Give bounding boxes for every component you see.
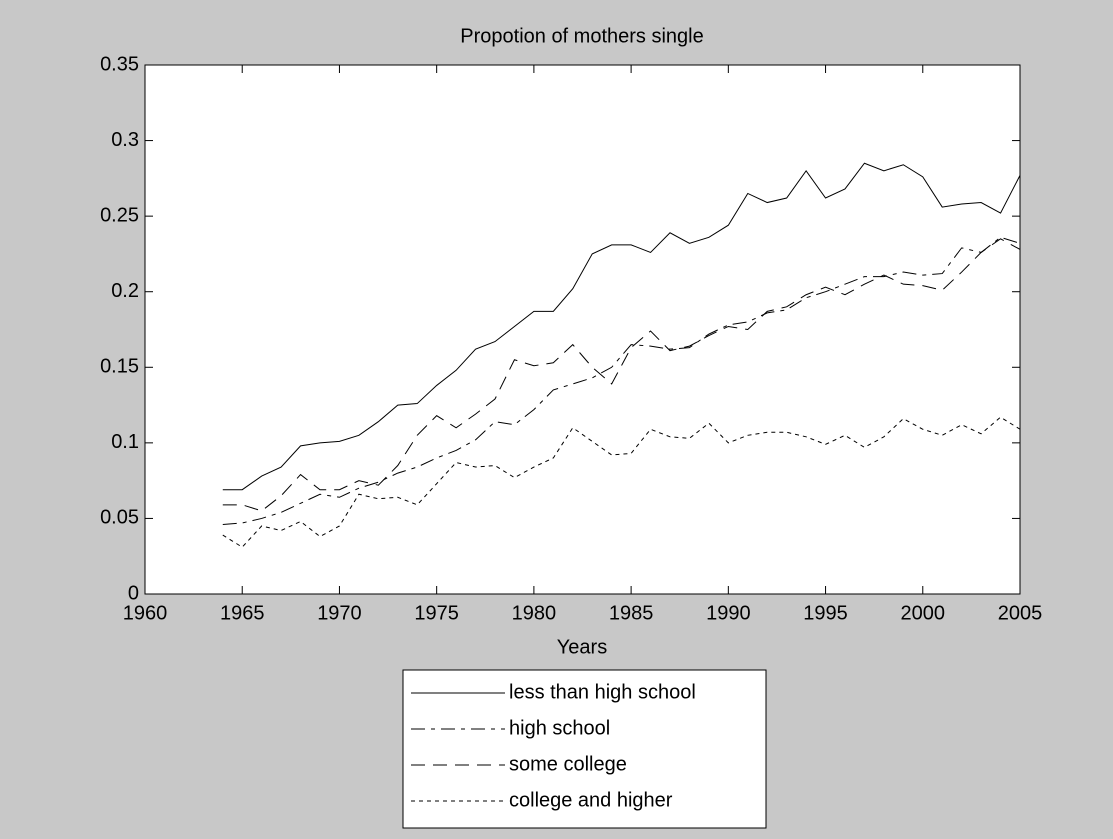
- data-line: [222, 416, 1021, 548]
- y-tick-label: 0: [128, 582, 139, 604]
- legend-label: college and higher: [509, 789, 673, 811]
- x-axis-label: Years: [557, 636, 607, 658]
- x-tick-label: 1965: [220, 602, 265, 624]
- legend-label: high school: [509, 717, 610, 739]
- axes-box: [144, 64, 1021, 595]
- x-tick-label: 1985: [609, 602, 654, 624]
- y-tick-label: 0.05: [100, 507, 139, 529]
- data-line: [222, 238, 1021, 512]
- x-tick-label: 2005: [998, 602, 1043, 624]
- data-line: [222, 236, 1021, 525]
- chart-title: Propotion of mothers single: [460, 25, 703, 47]
- x-tick-label: 1995: [803, 602, 848, 624]
- data-line: [222, 162, 1021, 491]
- legend-label: less than high school: [509, 681, 696, 703]
- x-tick-label: 1980: [512, 602, 557, 624]
- x-tick-label: 1975: [414, 602, 459, 624]
- x-tick-label: 2000: [901, 602, 946, 624]
- x-tick-label: 1970: [317, 602, 362, 624]
- legend-box: [402, 669, 767, 829]
- y-tick-label: 0.1: [111, 431, 139, 453]
- y-tick-label: 0.35: [100, 53, 139, 75]
- legend-label: some college: [509, 753, 627, 775]
- y-tick-label: 0.15: [100, 356, 139, 378]
- x-tick-label: 1960: [123, 602, 168, 624]
- plot-area: [145, 65, 1020, 594]
- y-tick-label: 0.3: [111, 129, 139, 151]
- y-tick-label: 0.2: [111, 280, 139, 302]
- x-tick-label: 1990: [706, 602, 751, 624]
- y-tick-label: 0.25: [100, 204, 139, 226]
